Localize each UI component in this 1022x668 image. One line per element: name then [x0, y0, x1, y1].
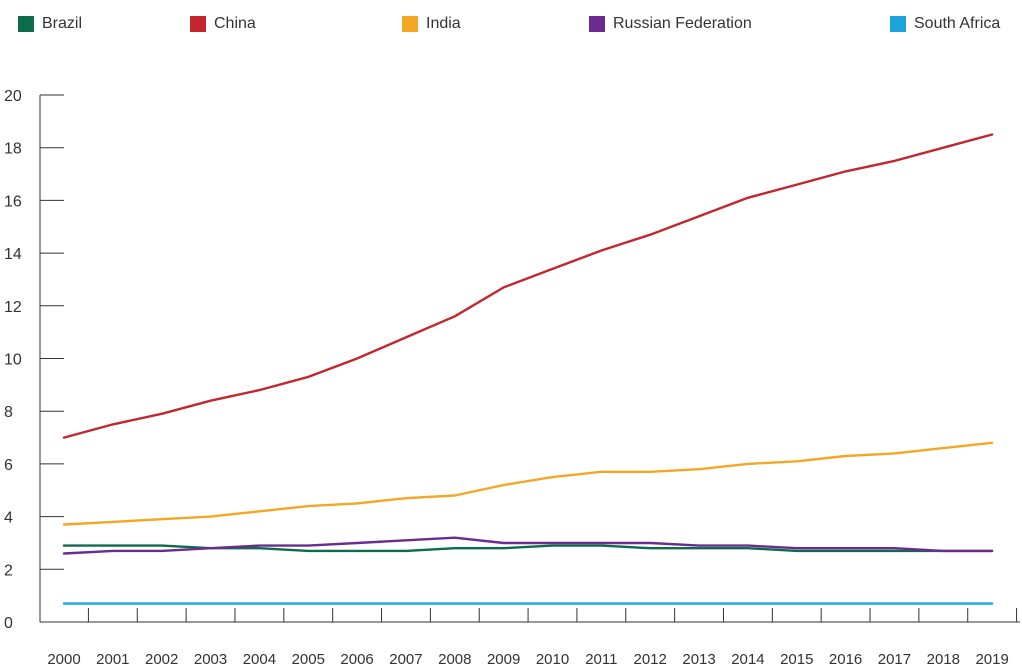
legend-swatch-china	[190, 16, 206, 32]
y-tick-label: 12	[4, 299, 22, 316]
x-tick-label: 2016	[829, 651, 862, 668]
x-tick-label: 2017	[878, 651, 911, 668]
legend-label-south-africa: South Africa	[914, 15, 1001, 32]
y-tick-label: 2	[4, 562, 13, 579]
legend-item-china[interactable]: China	[190, 14, 256, 34]
x-tick-label: 2013	[682, 651, 715, 668]
legend-swatch-india	[402, 16, 418, 32]
x-tick-label: 2004	[243, 651, 276, 668]
y-tick-label: 18	[4, 141, 22, 158]
x-tick-label: 2002	[145, 651, 178, 668]
y-tick-label: 6	[4, 457, 13, 474]
y-tick-label: 14	[4, 246, 22, 263]
x-tick-label: 2015	[780, 651, 813, 668]
x-tick-label: 2001	[96, 651, 129, 668]
chart-legend: Brazil China India Russian Federation So…	[0, 0, 1022, 50]
series-line-china	[62, 133, 994, 439]
legend-label-brazil: Brazil	[42, 15, 83, 32]
legend-item-brazil[interactable]: Brazil	[18, 14, 82, 34]
legend-swatch-brazil	[18, 16, 34, 32]
x-tick-label: 2000	[47, 651, 80, 668]
y-tick-label: 20	[4, 88, 22, 105]
legend-item-russian-federation[interactable]: Russian Federation	[589, 14, 752, 34]
legend-label-russian-federation: Russian Federation	[613, 15, 752, 32]
x-tick-label: 2019	[975, 651, 1008, 668]
x-tick-label: 2008	[438, 651, 471, 668]
x-tick-label: 2003	[194, 651, 227, 668]
series-line-russian-federation	[62, 536, 994, 555]
x-tick-label: 2010	[536, 651, 569, 668]
y-tick-label: 16	[4, 193, 22, 210]
y-tick-label: 0	[4, 615, 13, 632]
y-tick-label: 8	[4, 404, 13, 421]
y-tick-label: 4	[4, 510, 13, 527]
y-tick-label: 10	[4, 352, 22, 369]
legend-swatch-south-africa	[890, 16, 906, 32]
x-tick-label: 2012	[634, 651, 667, 668]
x-tick-label: 2005	[292, 651, 325, 668]
series-line-india	[62, 441, 994, 526]
x-tick-label: 2011	[585, 651, 617, 668]
legend-label-india: India	[426, 15, 461, 32]
legend-item-south-africa[interactable]: South Africa	[890, 14, 1000, 34]
x-tick-label: 2018	[927, 651, 960, 668]
x-tick-label: 2014	[731, 651, 764, 668]
legend-item-india[interactable]: India	[402, 14, 461, 34]
legend-label-china: China	[214, 15, 256, 32]
x-tick-label: 2006	[340, 651, 373, 668]
x-tick-label: 2007	[389, 651, 422, 668]
x-tick-label: 2009	[487, 651, 520, 668]
legend-swatch-russian-federation	[589, 16, 605, 32]
